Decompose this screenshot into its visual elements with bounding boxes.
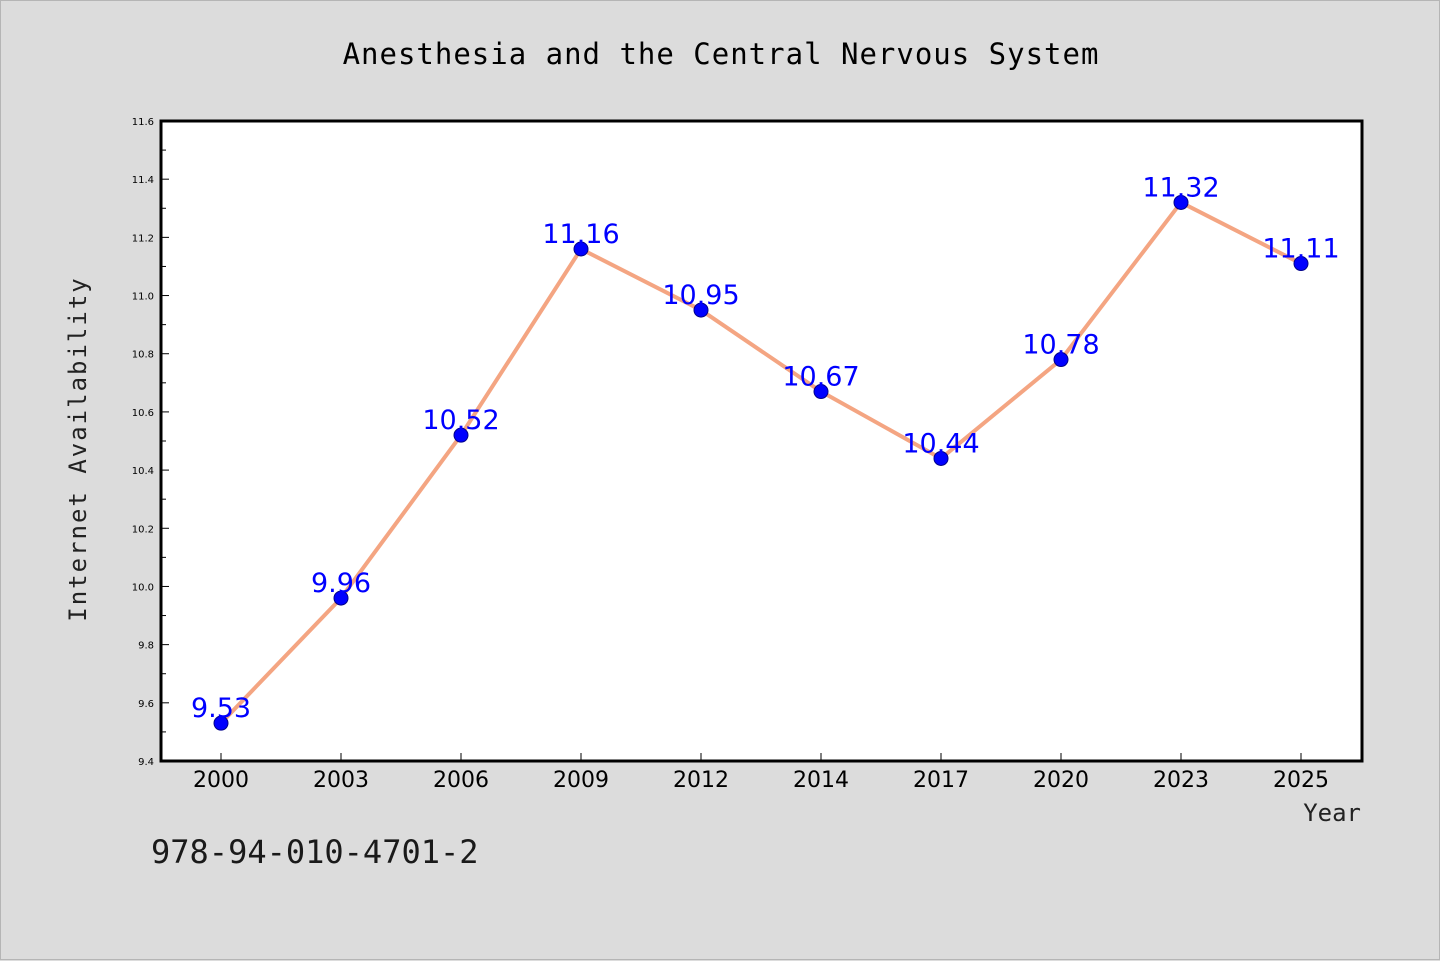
- data-point: [813, 384, 829, 400]
- data-point: [213, 715, 229, 731]
- y-tick-label: 9.6: [138, 699, 154, 710]
- chart-title: Anesthesia and the Central Nervous Syste…: [343, 37, 1100, 71]
- y-tick-label: 10.8: [132, 350, 154, 361]
- y-tick-label: 10.6: [132, 408, 154, 419]
- x-tick-label: 2017: [913, 768, 969, 793]
- data-label: 9.53: [191, 693, 251, 724]
- y-tick-label: 11.4: [132, 175, 154, 186]
- isbn-annotation: 978-94-010-4701-2: [151, 833, 479, 871]
- data-point: [693, 302, 709, 318]
- data-label: 11.32: [1142, 172, 1219, 203]
- data-label: 11.11: [1262, 234, 1339, 265]
- data-point: [333, 590, 349, 606]
- x-axis-ticks: 2000 2003 2006 2009 2012 2014 2017 2020 2023 2025: [193, 753, 1329, 793]
- y-tick-label: 10.2: [132, 524, 154, 535]
- data-label: 9.96: [311, 568, 371, 599]
- data-point: [933, 450, 949, 466]
- y-tick-label: 10.0: [132, 582, 154, 593]
- series-group: 9.53 9.96 10.52 11.16 10.95 10.67 10.44 10.78 11…: [191, 172, 1340, 731]
- x-tick-label: 2009: [553, 768, 609, 793]
- y-tick-label: 10.4: [132, 466, 154, 477]
- data-label: 10.67: [782, 362, 859, 393]
- data-label: 10.52: [422, 405, 499, 436]
- data-point: [1053, 352, 1069, 368]
- y-tick-label: 9.4: [138, 757, 154, 768]
- data-point: [1293, 256, 1309, 272]
- data-point: [453, 427, 469, 443]
- x-tick-label: 2025: [1273, 768, 1329, 793]
- x-tick-label: 2006: [433, 768, 489, 793]
- data-label: 10.44: [902, 428, 979, 459]
- plot-area: [159, 119, 1364, 763]
- data-point: [1173, 194, 1189, 210]
- data-label: 11.16: [542, 219, 619, 250]
- y-axis-label: Internet Availability: [64, 276, 92, 621]
- y-axis-ticks: 9.4 9.6 9.8 10.0 10.2 10.4 10.6 10.8 11.0 11.2 11.…: [132, 117, 169, 768]
- x-tick-label: 2000: [193, 768, 249, 793]
- y-tick-label: 11.2: [132, 233, 154, 244]
- data-label: 10.78: [1022, 330, 1099, 361]
- series-line: [219, 200, 1302, 725]
- y-tick-label: 11.0: [132, 292, 154, 303]
- y-tick-label: 9.8: [138, 641, 154, 652]
- x-tick-label: 2012: [673, 768, 729, 793]
- y-tick-label: 11.6: [132, 117, 154, 128]
- data-point: [573, 241, 589, 257]
- x-axis-label: Year: [1303, 799, 1361, 827]
- x-tick-label: 2020: [1033, 768, 1089, 793]
- x-tick-label: 2014: [793, 768, 849, 793]
- data-label: 10.95: [662, 280, 739, 311]
- x-tick-label: 2023: [1153, 768, 1209, 793]
- x-tick-label: 2003: [313, 768, 369, 793]
